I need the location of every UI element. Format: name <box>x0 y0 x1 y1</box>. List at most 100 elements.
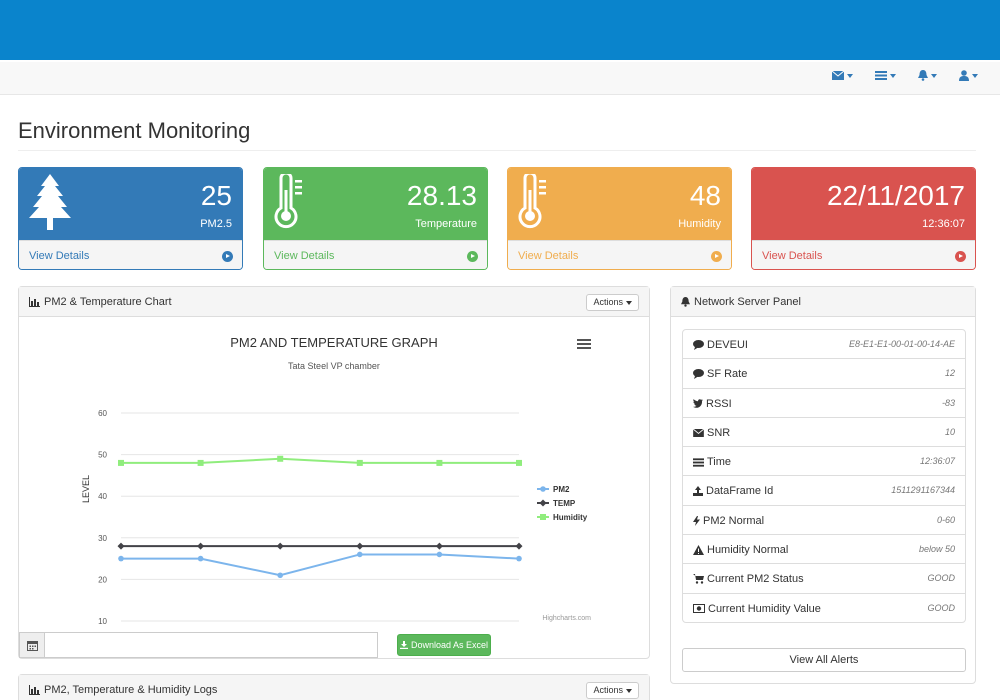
bell-icon <box>918 70 928 81</box>
actions-label: Actions <box>593 297 623 307</box>
humidity-view-details[interactable]: View Details <box>508 240 731 269</box>
date-range-input[interactable] <box>44 632 378 658</box>
data-point-temp[interactable] <box>197 542 205 550</box>
pm25-view-details[interactable]: View Details <box>19 240 242 269</box>
network-item-label: SF Rate <box>707 368 748 381</box>
view-all-alerts-button[interactable]: View All Alerts <box>682 648 966 672</box>
view-details-link[interactable]: View Details <box>762 250 823 262</box>
network-item-label: Time <box>707 456 732 469</box>
network-item-value: 0-60 <box>936 514 955 525</box>
y-tick-label: 40 <box>98 492 107 501</box>
alerts-dropdown[interactable] <box>918 70 937 81</box>
network-info-list: DEVEUI E8-E1-E1-00-01-00-14-AE SF Rate 12 RS… <box>682 329 966 623</box>
data-point-temp[interactable] <box>515 542 523 550</box>
data-point-humidity[interactable] <box>436 459 443 466</box>
network-item-value: 12 <box>944 368 955 379</box>
line-chart: PM2 AND TEMPERATURE GRAPH Tata Steel VP … <box>81 335 591 626</box>
network-server-panel: Network Server Panel DEVEUI E8-E1-E1-00-0… <box>670 286 976 684</box>
tree-icon <box>29 174 71 230</box>
series-line-pm2[interactable] <box>121 553 520 577</box>
data-point-humidity[interactable] <box>197 459 204 466</box>
data-point-pm2[interactable] <box>516 555 522 562</box>
bar-chart-icon <box>29 685 40 695</box>
download-icon <box>399 641 408 649</box>
temperature-card: 28.13 Temperature View Details <box>263 167 488 270</box>
network-item-value: below 50 <box>918 544 955 555</box>
logs-panel-header: PM2, Temperature & Humidity Logs Actions <box>19 675 649 700</box>
messages-dropdown[interactable] <box>832 70 853 81</box>
data-point-pm2[interactable] <box>357 551 363 558</box>
data-point-humidity[interactable] <box>516 459 522 466</box>
download-label: Download As Excel <box>410 640 489 650</box>
data-point-pm2[interactable] <box>436 551 443 558</box>
chart-actions-button[interactable]: Actions <box>586 294 639 311</box>
view-details-link[interactable]: View Details <box>518 250 579 262</box>
data-point-pm2[interactable] <box>118 555 124 562</box>
chart-title: PM2 AND TEMPERATURE GRAPH <box>230 335 438 350</box>
network-item-value: -83 <box>941 397 955 408</box>
caret-icon <box>847 73 853 78</box>
page-title: Environment Monitoring <box>18 118 251 143</box>
data-point-humidity[interactable] <box>277 455 284 462</box>
caret-icon <box>931 73 937 78</box>
data-point-pm2[interactable] <box>277 572 284 579</box>
tasks-icon <box>693 458 704 467</box>
network-item-dataframe-id: DataFrame Id 1511291167344 <box>682 475 966 506</box>
user-dropdown[interactable] <box>959 70 978 81</box>
time-label: 12:36:07 <box>922 218 965 230</box>
legend-item-pm2[interactable]: PM2 <box>537 485 570 494</box>
network-item-sf-rate: SF Rate 12 <box>682 358 966 389</box>
network-item-humidity-normal: Humidity Normal below 50 <box>682 534 966 565</box>
data-point-pm2[interactable] <box>197 555 204 562</box>
navbar <box>0 62 1000 95</box>
download-excel-button[interactable]: Download As Excel <box>397 634 491 656</box>
chart-panel-title: PM2 & Temperature Chart <box>44 296 172 308</box>
legend-item-humidity[interactable]: Humidity <box>537 513 588 522</box>
date-filter-row: Download As Excel <box>19 632 649 658</box>
view-details-link[interactable]: View Details <box>29 250 90 262</box>
data-point-temp[interactable] <box>356 542 364 550</box>
network-item-value: 10 <box>944 426 955 437</box>
legend-label: PM2 <box>553 485 570 494</box>
comment-icon <box>693 340 704 350</box>
arrow-circle-right-icon <box>467 251 478 262</box>
network-item-time: Time 12:36:07 <box>682 446 966 477</box>
view-details-link[interactable]: View Details <box>274 250 335 262</box>
logs-actions-button[interactable]: Actions <box>586 682 639 699</box>
network-item-label: SNR <box>707 426 731 439</box>
network-item-pm2-normal: PM2 Normal 0-60 <box>682 504 966 536</box>
data-point-temp[interactable] <box>117 542 125 550</box>
temperature-label: Temperature <box>415 218 477 230</box>
temperature-value: 28.13 <box>406 180 477 211</box>
series-line-humidity[interactable] <box>121 457 519 464</box>
legend-item-temp[interactable]: TEMP <box>537 499 576 508</box>
chart-credits[interactable]: Highcharts.com <box>542 615 591 622</box>
data-point-temp[interactable] <box>276 542 284 550</box>
data-point-humidity[interactable] <box>118 459 124 466</box>
tasks-dropdown[interactable] <box>875 70 896 81</box>
logs-panel: PM2, Temperature & Humidity Logs Actions <box>18 674 650 700</box>
network-item-label: RSSI <box>706 397 732 410</box>
date-value: 22/11/2017 <box>826 180 965 211</box>
y-axis-label: LEVEL <box>81 475 91 503</box>
chart-subtitle: Tata Steel VP chamber <box>288 361 380 371</box>
actions-label: Actions <box>593 685 623 695</box>
network-item-current-humidity-value: Current Humidity Value GOOD <box>682 592 966 623</box>
temperature-view-details[interactable]: View Details <box>264 240 487 269</box>
caret-icon <box>890 73 896 78</box>
chart-menu-button[interactable] <box>577 339 591 349</box>
y-tick-label: 60 <box>98 409 107 418</box>
tasks-icon <box>875 71 887 80</box>
network-item-value: 1511291167344 <box>891 485 955 496</box>
thermometer-icon <box>518 174 546 229</box>
chart-panel: PM2 & Temperature Chart Actions PM2 AND … <box>18 286 650 659</box>
data-point-humidity[interactable] <box>356 459 363 466</box>
top-banner <box>0 0 1000 60</box>
network-item-label: DEVEUI <box>707 339 748 351</box>
datetime-view-details[interactable]: View Details <box>752 240 975 269</box>
calendar-button[interactable] <box>19 632 45 658</box>
title-divider <box>18 150 976 151</box>
humidity-value: 48 <box>689 180 721 211</box>
upload-icon <box>693 486 703 497</box>
data-point-temp[interactable] <box>435 542 443 550</box>
